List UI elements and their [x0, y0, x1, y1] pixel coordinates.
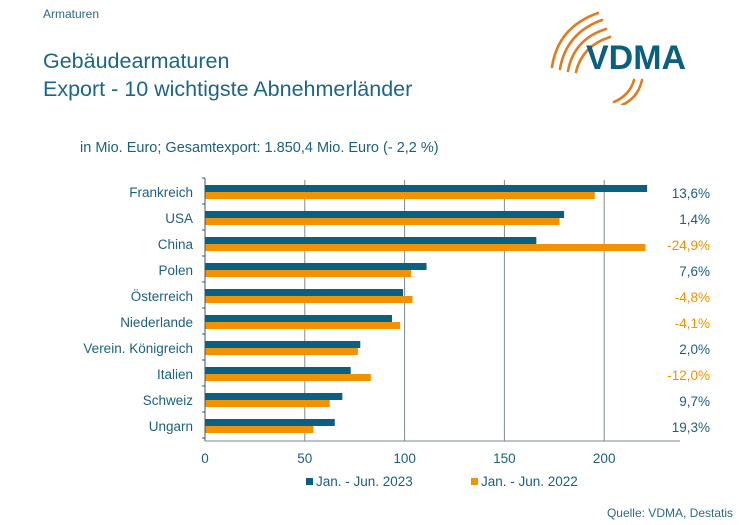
change-label: 13,6%	[672, 186, 710, 201]
category-label: Polen	[158, 263, 193, 278]
change-label: 7,6%	[679, 264, 710, 279]
legend-swatch-2023	[306, 478, 313, 485]
title-line-1: Gebäudearmaturen	[43, 49, 230, 73]
chart-subtitle: in Mio. Euro; Gesamtexport: 1.850,4 Mio.…	[80, 140, 439, 156]
bar-2023	[205, 263, 427, 270]
category-label: Italien	[157, 367, 193, 382]
bar-2023	[205, 237, 537, 244]
bar-2022	[205, 218, 560, 225]
bar-2022	[205, 400, 330, 407]
bar-2023	[205, 315, 393, 322]
logo-text: VDMA	[586, 39, 686, 77]
bar-2022	[205, 244, 646, 251]
bar-2022	[205, 348, 358, 355]
bar-2023	[205, 341, 361, 348]
category-label: Ungarn	[149, 419, 193, 434]
change-label: 1,4%	[679, 212, 710, 227]
x-tick-label: 150	[493, 451, 516, 466]
category-label: USA	[165, 211, 193, 226]
category-label: Frankreich	[129, 185, 193, 200]
change-label: -12,0%	[667, 368, 710, 383]
legend-swatch-2022	[471, 478, 478, 485]
bar-2022	[205, 296, 413, 303]
bar-2022	[205, 270, 411, 277]
x-tick-label: 50	[297, 451, 312, 466]
change-label: 2,0%	[679, 342, 710, 357]
x-tick-label: 200	[593, 451, 616, 466]
x-tick-label: 0	[201, 451, 209, 466]
legend-label-2023: Jan. - Jun. 2023	[316, 474, 413, 489]
source-note: Quelle: VDMA, Destatis	[606, 506, 733, 520]
change-label: -4,8%	[675, 290, 710, 305]
category-label: Schweiz	[143, 393, 194, 408]
chart-title: Gebäudearmaturen Export - 10 wichtigste …	[43, 47, 412, 103]
bar-2023	[205, 419, 335, 426]
title-line-2: Export - 10 wichtigste Abnehmerländer	[43, 77, 413, 101]
category-label: Österreich	[131, 289, 193, 304]
section-label: Armaturen	[43, 7, 100, 21]
bar-2022	[205, 322, 401, 329]
change-label: 9,7%	[679, 394, 710, 409]
legend-label-2022: Jan. - Jun. 2022	[481, 474, 578, 489]
bar-2023	[205, 289, 404, 296]
category-label: China	[158, 237, 194, 252]
bar-2022	[205, 374, 371, 381]
bar-2023	[205, 211, 565, 218]
category-label: Niederlande	[120, 315, 193, 330]
bar-2022	[205, 426, 314, 433]
bar-2023	[205, 393, 343, 400]
logo-arcs-icon	[550, 11, 644, 105]
change-label: -4,1%	[675, 316, 710, 331]
bar-2023	[205, 367, 351, 374]
x-tick-label: 100	[393, 451, 416, 466]
change-label: -24,9%	[667, 238, 710, 253]
category-label: Verein. Königreich	[83, 341, 193, 356]
bar-2022	[205, 192, 595, 199]
change-label: 19,3%	[672, 420, 710, 435]
bar-2023	[205, 185, 648, 192]
vdma-logo: VDMA	[550, 11, 686, 105]
